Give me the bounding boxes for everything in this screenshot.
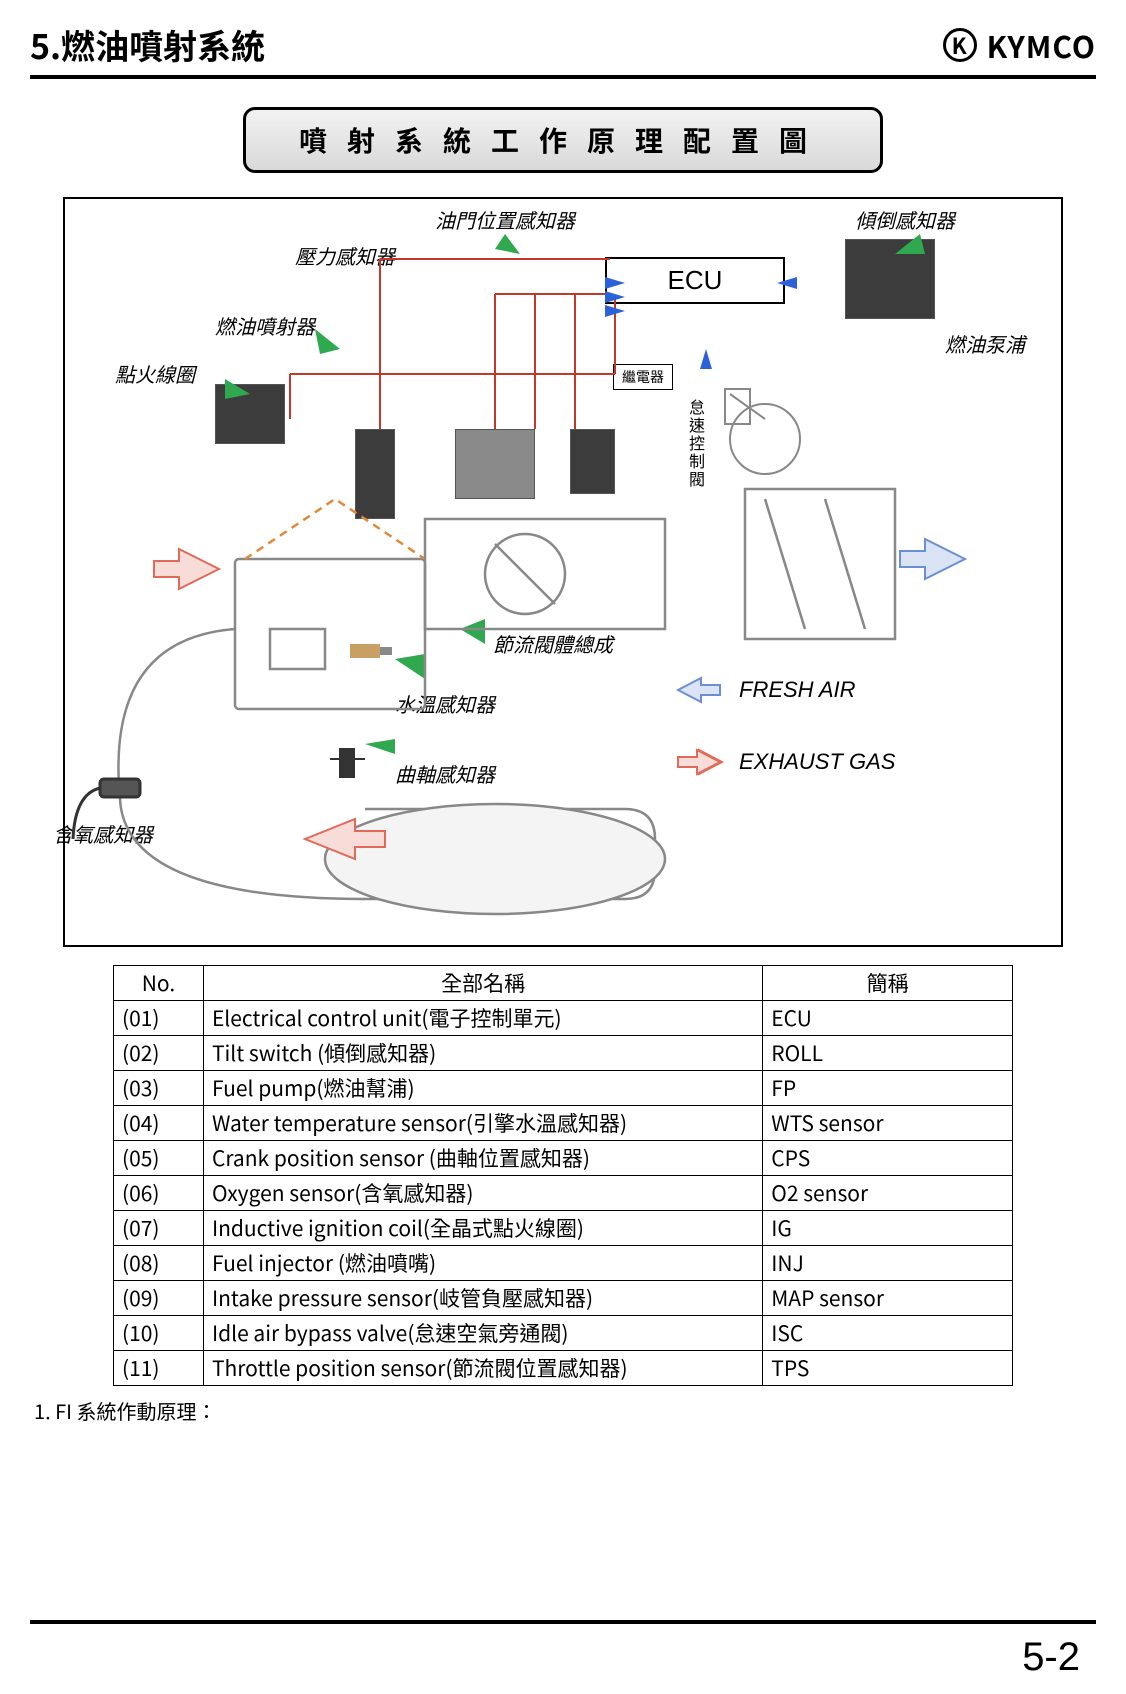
footer-rule (30, 1620, 1096, 1624)
map-sensor-image (455, 429, 535, 499)
tilt-sensor-image (845, 239, 935, 319)
cell-abbr: IG (763, 1211, 1013, 1246)
label-throttle-body: 節流閥體總成 (493, 629, 613, 658)
cell-abbr: INJ (763, 1246, 1013, 1281)
table-row: (08)Fuel injector (燃油噴嘴)INJ (114, 1246, 1013, 1281)
components-table: No. 全部名稱 簡稱 (01)Electrical control unit(… (113, 965, 1013, 1386)
label-fuel-pump: 燃油泵浦 (945, 329, 1025, 358)
cell-no: (11) (114, 1351, 204, 1386)
section-number: 5. (30, 20, 61, 69)
cell-no: (09) (114, 1281, 204, 1316)
section-heading: 5.燃油噴射系統 (30, 20, 265, 69)
footnote-text: 1. FI 系統作動原理： (34, 1396, 1096, 1425)
cell-no: (10) (114, 1316, 204, 1351)
cell-no: (04) (114, 1106, 204, 1141)
cell-no: (08) (114, 1246, 204, 1281)
cell-abbr: ECU (763, 1001, 1013, 1036)
cell-name: Idle air bypass valve(怠速空氣旁通閥) (203, 1316, 762, 1351)
th-no: No. (114, 966, 204, 1001)
cell-name: Crank position sensor (曲軸位置感知器) (203, 1141, 762, 1176)
label-throttle-pos: 油門位置感知器 (435, 205, 575, 234)
cell-name: Electrical control unit(電子控制單元) (203, 1001, 762, 1036)
page-header: 5.燃油噴射系統 K KYMCO (30, 20, 1096, 79)
label-o2-sensor: 含氧感知器 (53, 819, 153, 848)
cell-name: Oxygen sensor(含氧感知器) (203, 1176, 762, 1211)
ecu-box: ECU (605, 257, 785, 304)
cell-no: (01) (114, 1001, 204, 1036)
cell-name: Water temperature sensor(引擎水溫感知器) (203, 1106, 762, 1141)
brand-text: KYMCO (987, 23, 1096, 67)
cell-abbr: TPS (763, 1351, 1013, 1386)
legend-fresh-air: FRESH AIR (675, 675, 856, 705)
cell-name: Fuel pump(燃油幫浦) (203, 1071, 762, 1106)
th-abbr: 簡稱 (763, 966, 1013, 1001)
label-crank-sensor: 曲軸感知器 (395, 759, 495, 788)
table-body: (01)Electrical control unit(電子控制單元)ECU(0… (114, 1001, 1013, 1386)
exhaust-arrow-icon (675, 747, 725, 777)
cell-name: Inductive ignition coil(全晶式點火線圈) (203, 1211, 762, 1246)
brand-block: K KYMCO (943, 23, 1096, 67)
cell-no: (03) (114, 1071, 204, 1106)
label-isc: 怠速控制閥 (685, 399, 709, 489)
table-row: (09)Intake pressure sensor(岐管負壓感知器)MAP s… (114, 1281, 1013, 1316)
legend-exhaust-text: EXHAUST GAS (739, 749, 895, 775)
ignition-coil-image (215, 384, 285, 444)
section-title: 燃油噴射系統 (61, 20, 265, 69)
legend-fresh-air-text: FRESH AIR (739, 677, 856, 703)
cell-abbr: FP (763, 1071, 1013, 1106)
cell-name: Tilt switch (傾倒感知器) (203, 1036, 762, 1071)
table-row: (01)Electrical control unit(電子控制單元)ECU (114, 1001, 1013, 1036)
cell-no: (07) (114, 1211, 204, 1246)
th-name: 全部名稱 (203, 966, 762, 1001)
kymco-logo-icon: K (943, 28, 977, 62)
system-diagram: ECU 繼電器 油門位置感知器 傾倒感知器 壓力感知器 燃油噴射器 點火線圈 燃… (63, 197, 1063, 947)
table-row: (10)Idle air bypass valve(怠速空氣旁通閥)ISC (114, 1316, 1013, 1351)
label-pressure-sensor: 壓力感知器 (295, 241, 395, 270)
diagram-title-box: 噴射系統工作原理配置圖 (243, 107, 883, 173)
label-ignition-coil: 點火線圈 (115, 359, 195, 388)
page-number: 5-2 (1022, 1635, 1080, 1680)
cell-name: Throttle position sensor(節流閥位置感知器) (203, 1351, 762, 1386)
cell-abbr: ROLL (763, 1036, 1013, 1071)
cell-abbr: CPS (763, 1141, 1013, 1176)
cell-abbr: MAP sensor (763, 1281, 1013, 1316)
legend-exhaust: EXHAUST GAS (675, 747, 895, 777)
isc-valve-image (570, 429, 615, 494)
table-header-row: No. 全部名稱 簡稱 (114, 966, 1013, 1001)
cell-name: Intake pressure sensor(岐管負壓感知器) (203, 1281, 762, 1316)
table-row: (02)Tilt switch (傾倒感知器)ROLL (114, 1036, 1013, 1071)
table-row: (04)Water temperature sensor(引擎水溫感知器)WTS… (114, 1106, 1013, 1141)
table-row: (11)Throttle position sensor(節流閥位置感知器)TP… (114, 1351, 1013, 1386)
cell-abbr: O2 sensor (763, 1176, 1013, 1211)
table-row: (06)Oxygen sensor(含氧感知器)O2 sensor (114, 1176, 1013, 1211)
fresh-air-arrow-icon (675, 675, 725, 705)
label-tilt-sensor: 傾倒感知器 (855, 205, 955, 234)
table-row: (07)Inductive ignition coil(全晶式點火線圈)IG (114, 1211, 1013, 1246)
cell-name: Fuel injector (燃油噴嘴) (203, 1246, 762, 1281)
cell-no: (05) (114, 1141, 204, 1176)
relay-box: 繼電器 (613, 364, 673, 390)
label-fuel-injector: 燃油噴射器 (215, 311, 315, 340)
label-water-temp: 水溫感知器 (395, 689, 495, 718)
table-row: (03)Fuel pump(燃油幫浦)FP (114, 1071, 1013, 1106)
cell-no: (02) (114, 1036, 204, 1071)
cell-abbr: ISC (763, 1316, 1013, 1351)
injector-image (355, 429, 395, 519)
cell-abbr: WTS sensor (763, 1106, 1013, 1141)
table-row: (05)Crank position sensor (曲軸位置感知器)CPS (114, 1141, 1013, 1176)
cell-no: (06) (114, 1176, 204, 1211)
